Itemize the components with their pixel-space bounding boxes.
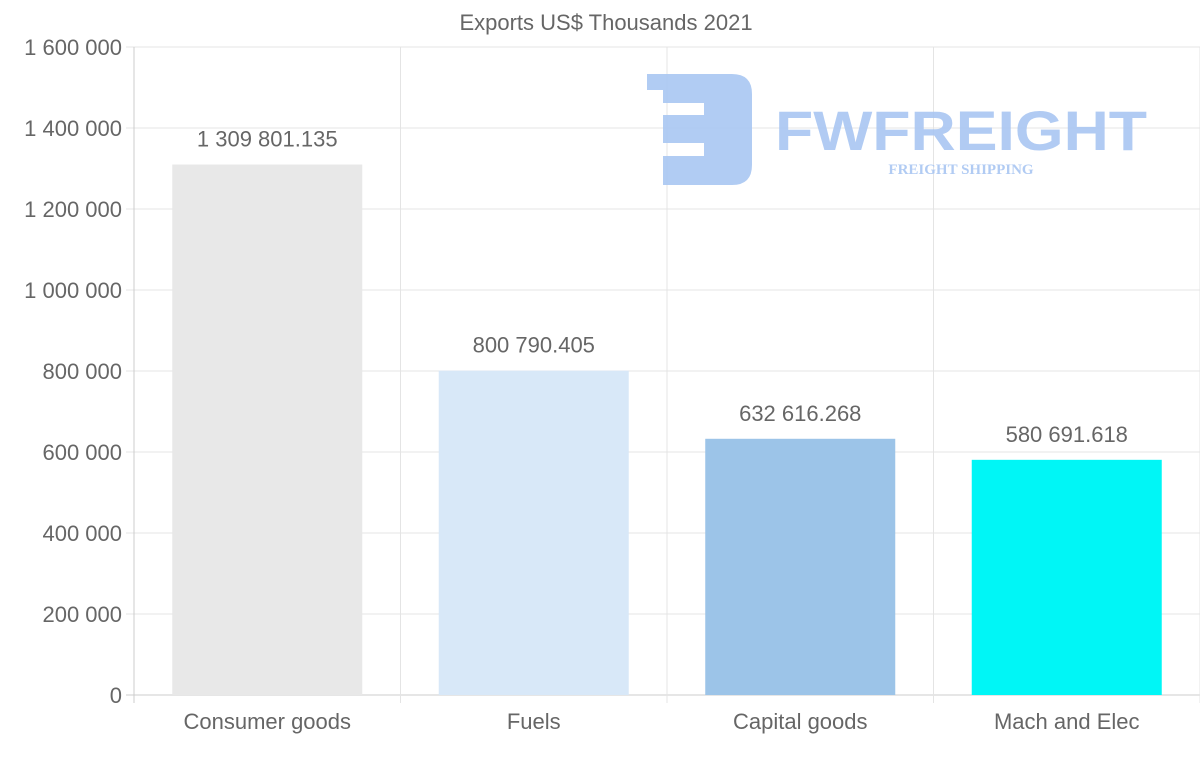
x-tick-label: Capital goods	[733, 709, 868, 734]
x-tick-label: Fuels	[507, 709, 561, 734]
y-tick-label: 1 400 000	[24, 116, 122, 141]
bars	[172, 164, 1162, 696]
logo-brand-text: FWFREIGHT	[775, 99, 1147, 162]
x-tick-label: Mach and Elec	[994, 709, 1140, 734]
y-tick-label: 800 000	[42, 359, 122, 384]
x-tick-label: Consumer goods	[183, 709, 351, 734]
data-label: 632 616.268	[739, 401, 861, 426]
fwfreight-logo-watermark: FWFREIGHT FREIGHT SHIPPING	[647, 74, 1147, 185]
y-tick-label: 1 600 000	[24, 35, 122, 60]
bar-mach-and-elec	[971, 459, 1162, 695]
y-tick-label: 1 000 000	[24, 278, 122, 303]
data-label: 1 309 801.135	[197, 127, 338, 152]
y-tick-label: 0	[110, 683, 122, 708]
y-tick-label: 400 000	[42, 521, 122, 546]
data-label: 580 691.618	[1006, 422, 1128, 447]
data-label: 800 790.405	[473, 333, 595, 358]
logo-tagline-text: FREIGHT SHIPPING	[888, 162, 1033, 178]
bar-consumer-goods	[172, 164, 363, 696]
x-axis-labels: Consumer goods Fuels Capital goods Mach and…	[183, 709, 1139, 734]
bar-capital-goods	[705, 438, 896, 695]
y-tick-label: 600 000	[42, 440, 122, 465]
chart-title: Exports US$ Thousands 2021	[459, 10, 752, 35]
logo-mark-icon	[647, 74, 752, 185]
value-labels: 1 309 801.135 800 790.405 632 616.268 580 6…	[197, 127, 1128, 447]
y-tick-label: 1 200 000	[24, 197, 122, 222]
y-tick-label: 200 000	[42, 602, 122, 627]
bar-fuels	[438, 370, 629, 695]
y-axis-labels: 0 200 000 400 000 600 000 800 000 1 000 000 1 …	[24, 35, 122, 708]
